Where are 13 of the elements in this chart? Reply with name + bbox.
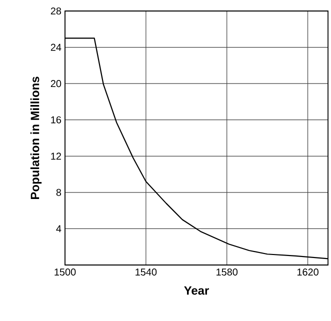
x-tick-label: 1580	[216, 268, 238, 276]
y-tick-label: 16	[51, 116, 62, 124]
y-tick-label: 4	[56, 225, 62, 232]
x-tick-label: 1620	[297, 268, 318, 276]
y-tick-label: 24	[50, 44, 62, 51]
x-axis-title: Year	[184, 286, 209, 295]
y-axis-title: Population in Millions	[30, 76, 42, 199]
x-tick-label: 1540	[136, 268, 157, 276]
y-tick-label: 28	[50, 7, 62, 15]
y-tick-label: 12	[51, 152, 61, 160]
x-tick-label: 1500	[54, 268, 76, 276]
y-tick-label: 20	[50, 80, 62, 88]
y-tick-label: 8	[56, 188, 62, 196]
